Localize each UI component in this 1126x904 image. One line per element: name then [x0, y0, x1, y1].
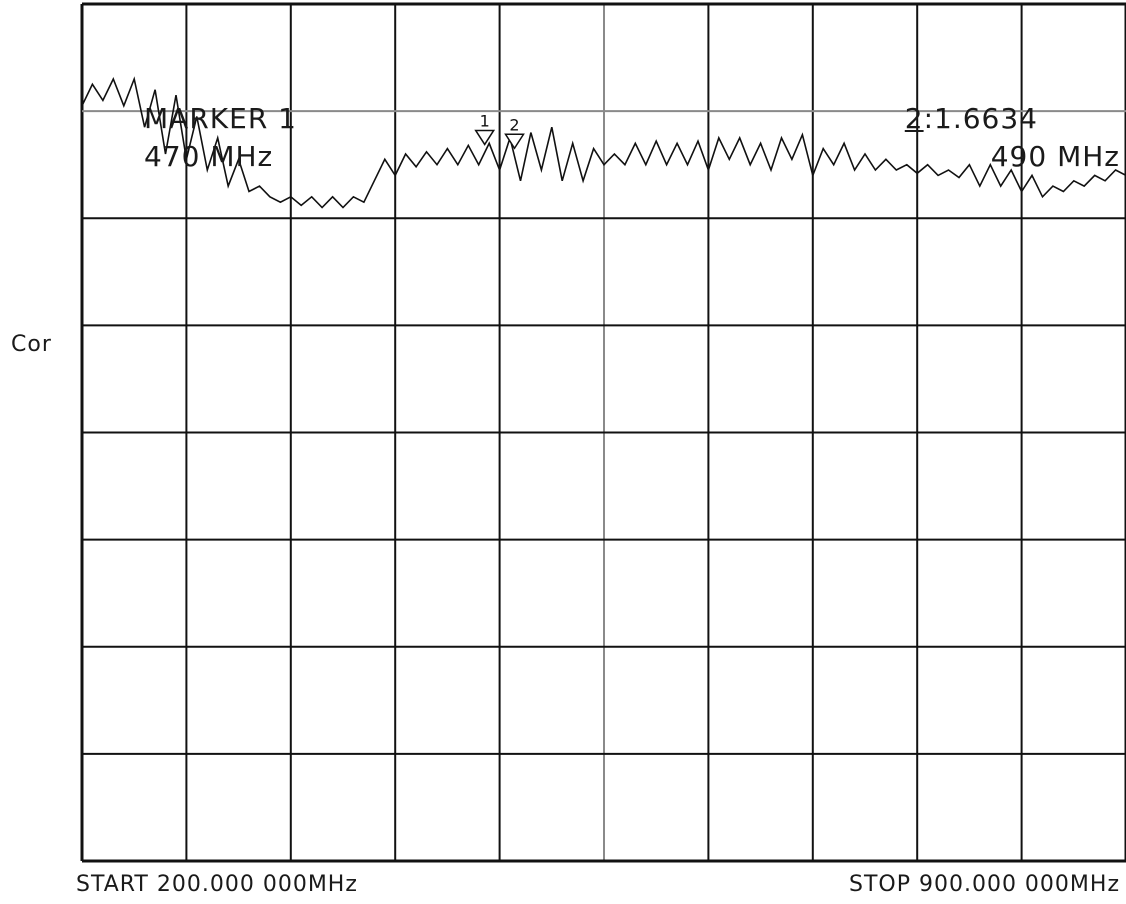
graticule [80, 2, 1126, 863]
stop-frequency-label: STOP 900.000 000MHz [848, 872, 1120, 897]
start-frequency-label: START 200.000 000MHz [76, 872, 358, 897]
marker-1-triangle [474, 129, 496, 146]
marker-2-label: 2 [509, 115, 519, 134]
trace-layer [81, 76, 1126, 209]
secondary-readout-value: 2:1.6634 [905, 102, 1038, 135]
marker-1-label: 1 [480, 111, 490, 130]
marker-readout-title: MARKER 1 [144, 102, 297, 135]
secondary-readout-prefix: 2 [904, 102, 924, 135]
marker-readout-frequency: 470 MHz [144, 140, 274, 173]
marker-2-triangle [504, 133, 525, 150]
secondary-readout-frequency: 490 MHz [990, 140, 1120, 173]
secondary-readout-number: :1.6634 [923, 102, 1038, 135]
channel-label: Cor [11, 332, 52, 357]
trace-line [81, 76, 1126, 209]
